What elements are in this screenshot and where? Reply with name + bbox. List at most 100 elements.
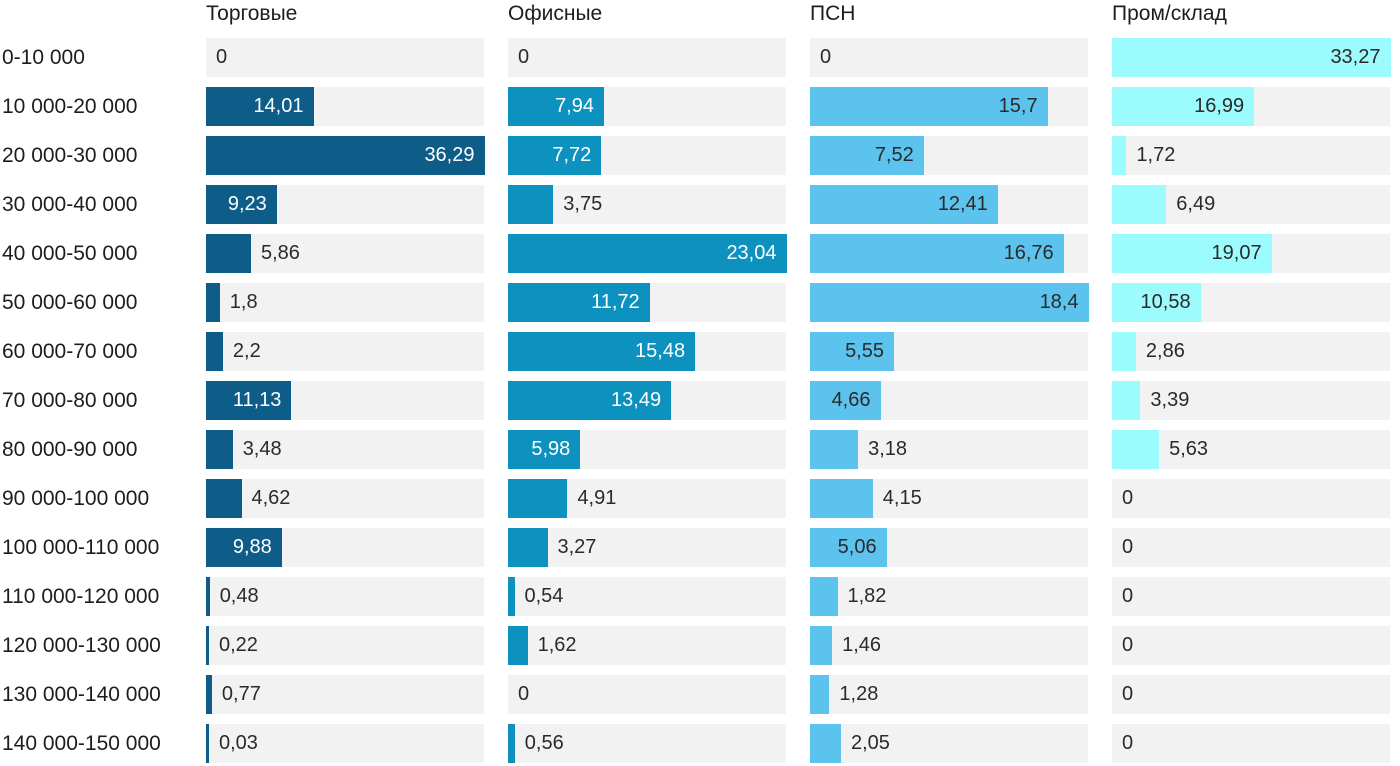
bar-track: 2,05 xyxy=(810,724,1088,763)
value-label: 0 xyxy=(1122,585,1134,607)
bar xyxy=(206,528,282,567)
bar xyxy=(1112,185,1167,224)
value-label: 2,05 xyxy=(851,732,890,754)
bar xyxy=(810,381,881,420)
bar xyxy=(206,332,223,371)
value-label: 4,66 xyxy=(831,389,871,411)
value-label: 13,49 xyxy=(611,389,662,411)
value-label: 1,28 xyxy=(839,683,879,705)
bar xyxy=(1112,430,1160,469)
bar-track: 0,03 xyxy=(206,724,484,763)
bar xyxy=(810,234,1064,273)
value-label: 2,2 xyxy=(232,340,261,362)
value-label: 36,29 xyxy=(424,144,475,166)
bar-track: 0 xyxy=(810,38,1088,77)
bar-track: 12,41 xyxy=(810,185,1088,224)
bar-track: 5,55 xyxy=(810,332,1088,371)
bar-track: 3,39 xyxy=(1112,381,1390,420)
category-label: 110 000-120 000 xyxy=(2,585,160,608)
bar xyxy=(508,430,581,469)
bar-track: 4,15 xyxy=(810,479,1088,518)
value-label: 0 xyxy=(1122,634,1134,656)
category-label: 60 000-70 000 xyxy=(2,340,138,363)
bar-track: 1,72 xyxy=(1112,136,1390,175)
bar-track: 7,94 xyxy=(508,87,786,126)
bar-track: 4,62 xyxy=(206,479,484,518)
bar xyxy=(508,381,672,420)
bar-track: 1,28 xyxy=(810,675,1088,714)
bar-track: 2,86 xyxy=(1112,332,1390,371)
bar xyxy=(508,577,515,616)
category-label: 130 000-140 000 xyxy=(2,683,161,706)
bar xyxy=(810,136,924,175)
bar xyxy=(508,332,696,371)
bar xyxy=(206,185,277,224)
bar-track: 4,66 xyxy=(810,381,1088,420)
value-label: 5,98 xyxy=(531,438,571,460)
value-label: 0,22 xyxy=(219,634,258,656)
bar xyxy=(810,528,887,567)
bar xyxy=(508,234,787,273)
value-label: 15,48 xyxy=(635,340,686,362)
bar-track: 2,2 xyxy=(206,332,484,371)
bar xyxy=(1112,283,1201,322)
value-label: 15,7 xyxy=(998,95,1038,117)
value-label: 19,07 xyxy=(1211,242,1262,264)
bar xyxy=(206,626,209,665)
bar-track: 15,48 xyxy=(508,332,786,371)
bar xyxy=(1112,332,1136,371)
value-label: 11,72 xyxy=(591,291,640,313)
bar-track: 1,46 xyxy=(810,626,1088,665)
series-header: ПСН xyxy=(810,2,856,25)
value-label: 10,58 xyxy=(1140,291,1191,313)
bar xyxy=(810,724,841,763)
bar-track: 23,04 xyxy=(508,234,787,273)
bar xyxy=(810,283,1089,322)
bar-track: 11,72 xyxy=(508,283,786,322)
bar-track: 5,98 xyxy=(508,430,786,469)
bar-track: 7,72 xyxy=(508,136,786,175)
bar-track: 10,58 xyxy=(1112,283,1390,322)
value-label: 18,4 xyxy=(1039,291,1079,313)
bar xyxy=(1112,234,1272,273)
bar xyxy=(206,234,251,273)
bar-track: 11,13 xyxy=(206,381,484,420)
value-label: 0,54 xyxy=(524,585,564,607)
bar-track: 6,49 xyxy=(1112,185,1390,224)
bar-track: 4,91 xyxy=(508,479,786,518)
value-label: 23,04 xyxy=(726,242,777,264)
bar xyxy=(810,332,894,371)
bar-track: 0 xyxy=(206,38,484,77)
bar-track: 1,62 xyxy=(508,626,786,665)
bar-track: 0 xyxy=(1112,577,1390,616)
bar xyxy=(508,724,515,763)
chart-corner-spacer xyxy=(2,1,182,28)
value-label: 0 xyxy=(1122,732,1134,754)
value-label: 16,99 xyxy=(1194,95,1245,117)
bar-track: 0,56 xyxy=(508,724,786,763)
value-label: 7,72 xyxy=(552,144,592,166)
value-label: 6,49 xyxy=(1176,193,1216,215)
value-label: 1,8 xyxy=(229,291,258,313)
value-label: 5,63 xyxy=(1169,438,1209,460)
bar xyxy=(508,283,650,322)
bar-track: 19,07 xyxy=(1112,234,1390,273)
category-label: 10 000-20 000 xyxy=(2,95,138,118)
value-label: 9,88 xyxy=(232,536,272,558)
value-label: 1,82 xyxy=(847,585,887,607)
bar-track: 3,48 xyxy=(206,430,484,469)
bar xyxy=(206,675,212,714)
bar xyxy=(206,136,485,175)
bar-track: 14,01 xyxy=(206,87,484,126)
value-label: 3,39 xyxy=(1150,389,1190,411)
bar-track: 0 xyxy=(1112,724,1390,763)
bar-track: 0,54 xyxy=(508,577,786,616)
bar-track: 15,7 xyxy=(810,87,1088,126)
series-header: Торговые xyxy=(206,2,298,25)
category-label: 90 000-100 000 xyxy=(2,487,150,510)
bar xyxy=(810,577,838,616)
value-label: 4,91 xyxy=(577,487,617,509)
category-label: 30 000-40 000 xyxy=(2,193,138,216)
bar-track: 0,77 xyxy=(206,675,484,714)
bar xyxy=(508,136,602,175)
